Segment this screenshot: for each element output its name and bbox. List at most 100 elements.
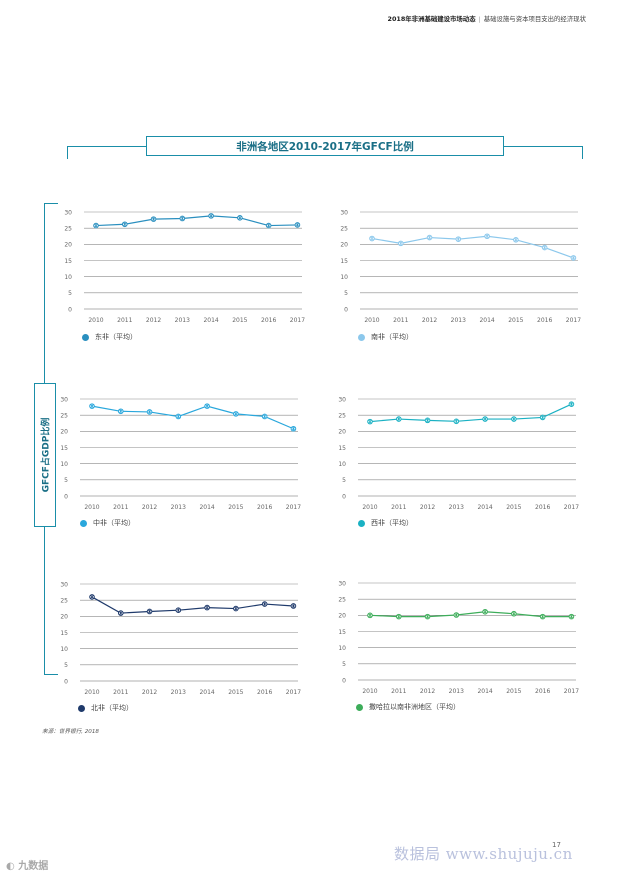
- data-point-marker: [176, 414, 181, 419]
- y-tick-label: 15: [60, 630, 68, 637]
- x-tick-label: 2017: [286, 689, 301, 696]
- data-point-marker: [397, 417, 401, 421]
- frame-right-top: [503, 146, 583, 148]
- legend-label-north: 北非（平均）: [91, 704, 133, 712]
- x-tick-label: 2013: [449, 688, 464, 695]
- data-point-marker: [180, 216, 185, 221]
- data-point-marker: [151, 217, 156, 221]
- data-point-marker: [295, 223, 300, 227]
- data-point-marker: [90, 404, 94, 408]
- y-tick-label: 25: [64, 225, 72, 232]
- data-point-marker: [456, 237, 461, 241]
- x-tick-label: 2017: [564, 504, 579, 511]
- x-tick-label: 2012: [422, 317, 437, 324]
- legend-label-east: 东非（平均）: [95, 333, 137, 341]
- y-tick-label: 5: [64, 477, 68, 484]
- data-point-marker: [571, 256, 576, 260]
- data-point-marker: [123, 222, 127, 227]
- legend-east: 东非（平均）: [82, 332, 137, 342]
- x-tick-label: 2012: [142, 504, 157, 511]
- x-tick-label: 2014: [477, 688, 492, 695]
- x-tick-label: 2017: [566, 317, 581, 324]
- x-tick-label: 2011: [113, 504, 128, 511]
- x-tick-label: 2010: [364, 317, 379, 324]
- y-tick-label: 0: [64, 678, 68, 685]
- y-tick-label: 5: [344, 290, 348, 297]
- x-tick-label: 2011: [393, 317, 408, 324]
- legend-label-south: 南非（平均）: [371, 333, 413, 341]
- y-axis-label-box: GFCF占GDP比例: [34, 383, 56, 527]
- data-point-marker: [262, 414, 267, 419]
- y-tick-label: 30: [60, 396, 68, 403]
- data-point-marker: [94, 223, 98, 228]
- data-point-marker: [569, 402, 574, 406]
- data-point-marker: [427, 235, 432, 240]
- x-tick-label: 2010: [362, 504, 377, 511]
- data-point-marker: [147, 410, 152, 414]
- x-tick-label: 2015: [506, 688, 521, 695]
- data-point-marker: [483, 609, 487, 614]
- x-tick-label: 2010: [84, 689, 99, 696]
- y-tick-label: 10: [340, 274, 348, 281]
- y-tick-label: 0: [68, 306, 72, 313]
- legend-north: 北非（平均）: [78, 703, 133, 713]
- data-point-marker: [512, 611, 516, 616]
- y-tick-label: 10: [60, 461, 68, 468]
- x-tick-label: 2013: [171, 504, 186, 511]
- data-point-marker: [368, 613, 372, 618]
- y-axis-label: GFCF占GDP比例: [41, 417, 52, 493]
- logo-mark: ◐ 九数据: [6, 857, 48, 872]
- data-point-marker: [425, 614, 430, 619]
- x-tick-label: 2016: [261, 317, 276, 324]
- series-line: [95, 215, 298, 227]
- y-tick-label: 5: [64, 662, 68, 669]
- x-tick-label: 2014: [203, 317, 218, 324]
- legend-label-central: 中非（平均）: [93, 519, 135, 527]
- data-point-marker: [234, 412, 238, 416]
- y-tick-label: 10: [338, 461, 346, 468]
- x-tick-label: 2017: [290, 317, 305, 324]
- series-line: [91, 596, 294, 614]
- chart-panel-north: 30 25 20 15 10 5 0 2010 2011 2012 2013 2014 2015 2016…: [56, 578, 306, 716]
- y-tick-label: 30: [340, 209, 348, 216]
- data-point-marker: [262, 602, 267, 606]
- y-tick-label: 15: [338, 629, 346, 636]
- chart-panel-east: 30 25 20 15 10 5 0 2010 2011 2012 2013 2014 2015 2016…: [60, 206, 310, 344]
- data-point-marker: [454, 419, 459, 424]
- header-title: 2018年非洲基础建设市场动态: [387, 15, 476, 23]
- legend-dot-subsaharan: [356, 703, 363, 711]
- figure-title: 非洲各地区2010-2017年GFCF比例: [146, 136, 504, 156]
- x-tick-label: 2012: [146, 317, 161, 324]
- x-tick-label: 2016: [257, 504, 272, 511]
- x-tick-label: 2012: [142, 689, 157, 696]
- y-tick-label: 10: [60, 646, 68, 653]
- data-point-marker: [209, 214, 213, 218]
- data-point-marker: [569, 614, 574, 619]
- legend-subsaharan: 撒哈拉以南非洲地区（平均）: [356, 702, 460, 712]
- data-point-marker: [176, 608, 181, 612]
- y-tick-label: 20: [340, 242, 348, 249]
- legend-west: 西非（平均）: [358, 518, 413, 528]
- data-point-marker: [485, 234, 489, 239]
- legend-dot-north: [78, 704, 85, 712]
- page-header: 2018年非洲基础建设市场动态 | 基础设施与资本项目支出的经济现状: [388, 14, 587, 23]
- x-tick-label: 2016: [537, 317, 552, 324]
- header-separator: |: [478, 15, 481, 23]
- y-tick-label: 30: [338, 580, 346, 587]
- y-tick-label: 20: [338, 429, 346, 436]
- data-point-marker: [483, 417, 487, 421]
- legend-label-west: 西非（平均）: [371, 519, 413, 527]
- data-point-marker: [119, 409, 123, 414]
- x-tick-label: 2013: [175, 317, 190, 324]
- data-point-marker: [540, 415, 545, 420]
- frame-left-tick: [67, 146, 69, 159]
- logo-text: 九数据: [18, 861, 49, 872]
- y-tick-label: 30: [64, 209, 72, 216]
- data-point-marker: [90, 595, 94, 599]
- x-tick-label: 2016: [535, 688, 550, 695]
- x-tick-label: 2017: [286, 504, 301, 511]
- chart-panel-south: 30 25 20 15 10 5 0 2010 2011 2012 2013 2014 2015 2016…: [336, 206, 586, 344]
- x-tick-label: 2016: [535, 504, 550, 511]
- x-tick-label: 2016: [257, 689, 272, 696]
- y-tick-label: 25: [338, 412, 346, 419]
